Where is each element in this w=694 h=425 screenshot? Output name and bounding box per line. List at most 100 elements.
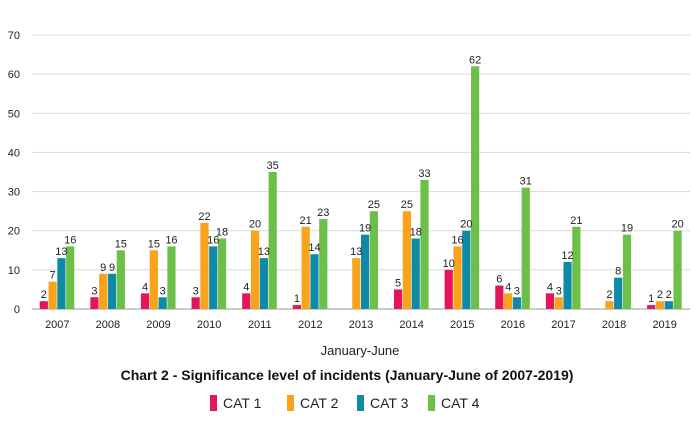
bar xyxy=(453,246,462,309)
legend-label: CAT 1 xyxy=(223,395,262,411)
bar xyxy=(268,172,277,309)
data-label: 7 xyxy=(50,270,56,282)
data-label: 3 xyxy=(160,285,166,297)
legend-label: CAT 4 xyxy=(441,395,480,411)
data-label: 62 xyxy=(469,54,481,66)
data-label: 33 xyxy=(418,168,430,180)
data-label: 6 xyxy=(496,274,502,286)
bar xyxy=(420,179,429,309)
bar xyxy=(140,293,150,309)
bar xyxy=(200,222,209,309)
data-label: 16 xyxy=(165,234,177,246)
bar xyxy=(167,246,176,309)
bar xyxy=(572,226,581,309)
data-label: 4 xyxy=(547,281,553,293)
y-tick-label: 10 xyxy=(8,265,20,277)
data-label: 18 xyxy=(410,227,422,239)
data-label: 2 xyxy=(657,289,663,301)
gridlines xyxy=(32,34,690,310)
data-label: 25 xyxy=(401,199,413,211)
bar xyxy=(116,250,125,309)
data-label: 3 xyxy=(556,285,562,297)
x-tick-label: 2014 xyxy=(399,319,423,331)
data-label: 3 xyxy=(91,285,97,297)
bar xyxy=(352,258,361,309)
data-label: 13 xyxy=(350,246,362,258)
data-label: 19 xyxy=(359,223,371,235)
y-tick-label: 40 xyxy=(8,147,20,159)
x-tick-label: 2012 xyxy=(298,319,322,331)
data-label: 5 xyxy=(395,277,401,289)
x-tick-label: 2015 xyxy=(450,319,474,331)
bar xyxy=(259,258,268,309)
bar xyxy=(521,187,530,309)
bar xyxy=(242,293,251,309)
data-label: 8 xyxy=(615,266,621,278)
data-label: 23 xyxy=(317,207,329,219)
bar xyxy=(292,305,301,309)
legend-swatch xyxy=(287,395,294,411)
data-label: 3 xyxy=(193,285,199,297)
data-label: 31 xyxy=(520,176,532,188)
data-label: 16 xyxy=(451,234,463,246)
bar xyxy=(394,289,403,309)
bar xyxy=(191,297,200,309)
bar xyxy=(664,301,673,309)
bar xyxy=(504,293,513,309)
bar xyxy=(149,250,158,309)
data-label: 16 xyxy=(207,234,219,246)
x-axis-ticks: 2007 2008 2009 2010 2011 2012 2013 2014 2015 2016… xyxy=(45,319,677,331)
data-label: 16 xyxy=(64,234,76,246)
data-label: 2 xyxy=(41,289,47,301)
bar xyxy=(250,230,260,309)
data-label: 13 xyxy=(55,246,67,258)
bar xyxy=(361,234,370,309)
x-tick-label: 2013 xyxy=(349,319,373,331)
x-tick-label: 2019 xyxy=(652,319,676,331)
bar xyxy=(57,258,66,309)
bar xyxy=(319,218,328,309)
bar xyxy=(158,297,167,309)
data-label: 2 xyxy=(666,289,672,301)
legend: CAT 1 CAT 2 CAT 3 CAT 4 xyxy=(210,395,480,411)
data-label: 20 xyxy=(249,219,261,231)
data-label: 20 xyxy=(460,219,472,231)
bar xyxy=(90,297,99,309)
bar xyxy=(495,285,504,309)
data-label: 21 xyxy=(570,215,582,227)
bar xyxy=(614,277,623,309)
x-tick-label: 2009 xyxy=(146,319,170,331)
y-axis-ticks: 0 10 20 30 40 50 60 70 xyxy=(8,30,20,316)
bars xyxy=(39,66,682,309)
legend-label: CAT 2 xyxy=(300,395,339,411)
bar xyxy=(99,273,108,309)
data-label: 18 xyxy=(216,227,228,239)
data-label: 15 xyxy=(148,238,160,250)
bar xyxy=(673,230,682,309)
data-label: 3 xyxy=(514,285,520,297)
bar xyxy=(411,238,420,309)
bar xyxy=(554,297,563,309)
bar xyxy=(622,234,632,309)
data-label: 12 xyxy=(561,250,573,262)
y-tick-label: 20 xyxy=(8,226,20,238)
y-tick-label: 60 xyxy=(8,69,20,81)
legend-label: CAT 3 xyxy=(370,395,409,411)
y-tick-label: 30 xyxy=(8,187,20,199)
x-tick-label: 2017 xyxy=(551,319,575,331)
data-label: 35 xyxy=(267,160,279,172)
bar xyxy=(545,293,555,309)
data-label: 21 xyxy=(300,215,312,227)
legend-swatch xyxy=(357,395,364,411)
y-tick-label: 0 xyxy=(14,304,20,316)
data-label: 14 xyxy=(308,242,320,254)
data-label: 4 xyxy=(505,281,511,293)
data-label: 9 xyxy=(109,262,115,274)
bar xyxy=(209,246,218,309)
data-label: 1 xyxy=(294,293,300,305)
data-label: 19 xyxy=(621,223,633,235)
bar xyxy=(444,269,453,309)
